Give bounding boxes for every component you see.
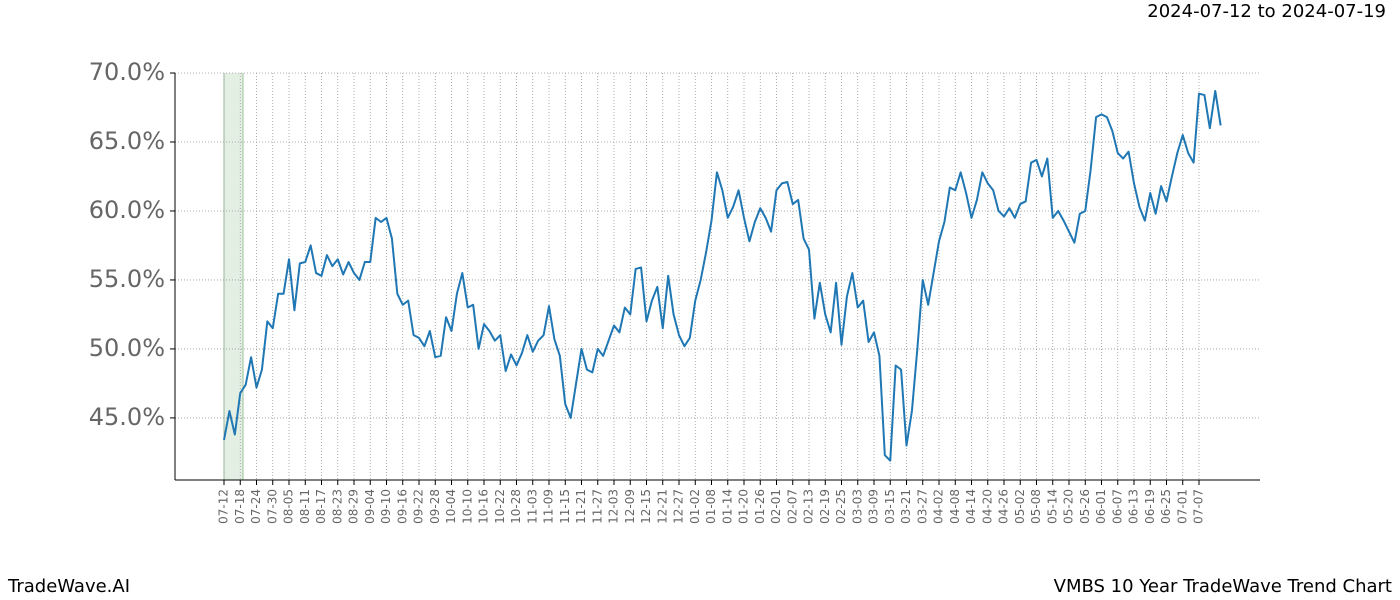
- x-tick-label: 02-07: [785, 489, 799, 524]
- x-tick-label: 06-19: [1143, 489, 1157, 524]
- chart-title: VMBS 10 Year TradeWave Trend Chart: [1054, 576, 1392, 597]
- brand: TradeWave.AI: [7, 576, 130, 597]
- x-tick-label: 10-10: [460, 489, 474, 524]
- grid: [170, 72, 1260, 485]
- y-tick-label: 55.0%: [89, 265, 165, 293]
- x-tick-label: 08-11: [298, 489, 312, 524]
- x-tick-label: 08-29: [347, 489, 361, 524]
- x-tick-label: 10-04: [444, 489, 458, 524]
- date-range: 2024-07-12 to 2024-07-19: [1147, 1, 1386, 22]
- x-tick-label: 01-08: [704, 489, 718, 524]
- x-tick-label: 02-19: [818, 489, 832, 524]
- x-tick-label: 05-20: [1062, 489, 1076, 524]
- x-tick-label: 07-07: [1192, 489, 1206, 524]
- y-tick-label: 50.0%: [89, 334, 165, 362]
- x-tick-label: 04-20: [980, 489, 994, 524]
- x-tick-label: 12-21: [655, 489, 669, 524]
- x-tick-label: 01-26: [753, 489, 767, 524]
- highlight-band: [224, 73, 243, 480]
- x-tick-label: 07-01: [1175, 489, 1189, 524]
- x-tick-label: 05-14: [1045, 489, 1059, 524]
- x-tick-label: 02-25: [834, 489, 848, 524]
- x-tick-label: 02-01: [769, 489, 783, 524]
- x-tick-label: 04-02: [932, 489, 946, 524]
- x-tick-label: 05-02: [1013, 489, 1027, 524]
- x-tick-label: 05-08: [1029, 489, 1043, 524]
- x-tick-label: 10-22: [493, 489, 507, 524]
- x-tick-label: 11-27: [590, 489, 604, 524]
- x-tick-label: 11-03: [525, 489, 539, 524]
- x-tick-label: 03-09: [867, 489, 881, 524]
- x-tick-label: 06-07: [1110, 489, 1124, 524]
- y-tick-label: 45.0%: [89, 403, 165, 431]
- x-tick-label: 05-26: [1078, 489, 1092, 524]
- x-tick-label: 06-01: [1094, 489, 1108, 524]
- x-tick-label: 03-03: [850, 489, 864, 524]
- x-tick-label: 08-23: [330, 489, 344, 524]
- x-tick-label: 11-15: [558, 489, 572, 524]
- x-tick-label: 07-24: [249, 489, 263, 524]
- y-tick-label: 65.0%: [89, 127, 165, 155]
- x-tick-label: 02-13: [802, 489, 816, 524]
- x-tick-label: 09-22: [412, 489, 426, 524]
- x-tick-label: 04-26: [997, 489, 1011, 524]
- x-tick-label: 03-21: [899, 489, 913, 524]
- x-tick-label: 03-15: [883, 489, 897, 524]
- x-tick-label: 06-25: [1159, 489, 1173, 524]
- trend-line: [223, 89, 1222, 462]
- x-tick-label: 12-15: [639, 489, 653, 524]
- x-tick-label: 01-14: [720, 489, 734, 524]
- x-tick-label: 12-03: [607, 489, 621, 524]
- plot: [223, 89, 1222, 462]
- x-tick-label: 06-13: [1127, 489, 1141, 524]
- x-tick-label: 04-08: [948, 489, 962, 524]
- x-tick-label: 07-30: [265, 489, 279, 524]
- y-tick-label: 70.0%: [89, 58, 165, 86]
- x-tick-label: 08-05: [282, 489, 296, 524]
- x-tick-label: 12-09: [623, 489, 637, 524]
- x-tick-label: 11-09: [542, 489, 556, 524]
- x-tick-label: 09-28: [428, 489, 442, 524]
- x-tick-label: 07-12: [217, 489, 231, 524]
- x-tick-label: 10-28: [509, 489, 523, 524]
- x-tick-label: 01-20: [737, 489, 751, 524]
- x-tick-label: 10-16: [477, 489, 491, 524]
- x-tick-label: 01-02: [688, 489, 702, 524]
- x-tick-label: 12-27: [672, 489, 686, 524]
- x-tick-label: 03-27: [915, 489, 929, 524]
- y-tick-label: 60.0%: [89, 196, 165, 224]
- x-tick-label: 04-14: [964, 489, 978, 524]
- x-tick-label: 09-10: [379, 489, 393, 524]
- x-tick-label: 08-17: [314, 489, 328, 524]
- x-tick-label: 07-18: [233, 489, 247, 524]
- x-tick-label: 09-16: [395, 489, 409, 524]
- x-tick-label: 11-21: [574, 489, 588, 524]
- x-tick-label: 09-04: [363, 489, 377, 524]
